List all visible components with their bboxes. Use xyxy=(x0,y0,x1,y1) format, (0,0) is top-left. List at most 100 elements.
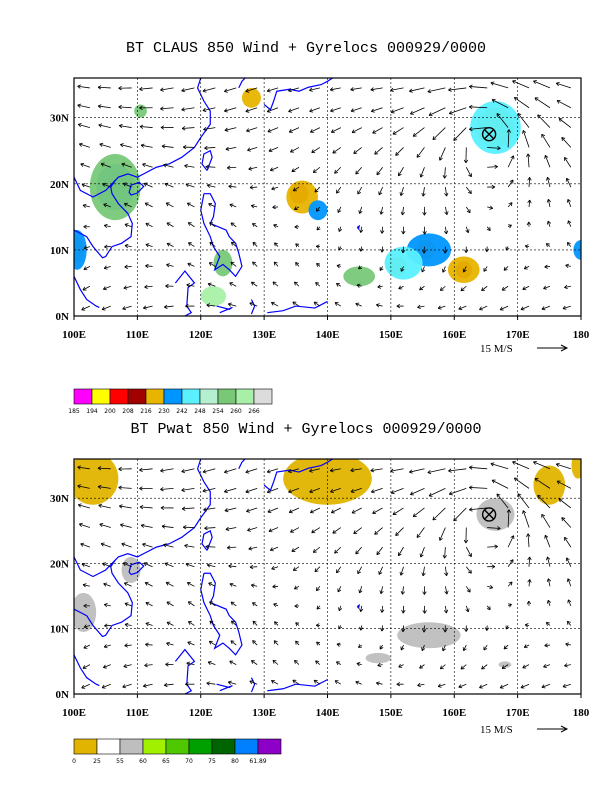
wind-vector xyxy=(246,507,258,513)
wind-vector xyxy=(187,262,195,267)
coastline xyxy=(201,149,213,171)
wind-vector xyxy=(490,462,509,470)
wind-vector xyxy=(421,644,426,651)
wind-vector xyxy=(205,544,216,549)
wind-vector xyxy=(444,187,449,197)
wind-vector xyxy=(208,582,216,587)
wind-vector xyxy=(123,285,132,290)
wind-vector xyxy=(520,305,530,311)
colorbar-swatch xyxy=(142,738,167,755)
wind-vector xyxy=(142,542,153,548)
wind-vector xyxy=(121,162,132,168)
wind-vector xyxy=(564,284,571,290)
wind-vector xyxy=(312,546,321,553)
wind-vector xyxy=(469,507,488,512)
wind-vector xyxy=(188,242,195,247)
colorbar-label: 65 xyxy=(162,758,170,765)
wind-vector xyxy=(182,145,195,150)
wind-vector xyxy=(294,281,300,287)
wind-vector xyxy=(562,683,571,688)
coastline xyxy=(250,677,256,693)
wind-vector xyxy=(82,664,91,669)
wind-vector xyxy=(208,262,216,267)
wind-vector xyxy=(377,284,383,289)
wind-vector xyxy=(350,487,362,494)
wind-vector xyxy=(77,503,90,509)
wind-vector xyxy=(98,123,111,128)
wind-vector xyxy=(537,114,551,128)
wind-vector xyxy=(533,460,551,470)
wind-vector xyxy=(491,479,509,489)
wind-vector xyxy=(145,601,153,607)
wind-vector xyxy=(292,186,300,192)
wind-vector xyxy=(513,96,530,109)
wind-vector xyxy=(163,163,174,168)
wind-vector xyxy=(353,527,362,535)
wind-vector xyxy=(139,86,153,92)
shaded-region xyxy=(74,459,119,505)
wind-vector xyxy=(139,124,153,129)
gyre-center-marker xyxy=(481,507,497,522)
wind-vector xyxy=(295,640,300,646)
colorbar-swatch xyxy=(163,388,183,405)
wind-vector xyxy=(315,244,320,249)
wind-vector xyxy=(225,526,237,532)
colorbar-label: 55 xyxy=(116,758,124,765)
wind-vector xyxy=(486,605,491,611)
wind-vector xyxy=(273,261,279,267)
wind-vector xyxy=(564,157,572,168)
wind-vector xyxy=(77,484,90,489)
colorbar-label: 242 xyxy=(176,408,188,415)
wind-vector xyxy=(503,644,509,650)
x-tick-label: 170E xyxy=(506,329,530,341)
wind-vector xyxy=(312,166,321,173)
wind-vector xyxy=(227,680,237,685)
wind-vector xyxy=(353,147,362,154)
colorbar-swatch xyxy=(234,738,259,755)
wind-vector xyxy=(207,660,216,666)
wind-vector xyxy=(427,468,446,475)
wind-vector xyxy=(187,601,195,607)
wind-vector xyxy=(544,155,551,168)
wind-vector xyxy=(184,163,195,169)
wind-vector xyxy=(496,493,509,509)
wind-vector xyxy=(380,605,385,613)
wind-vector xyxy=(249,680,258,685)
wind-vector xyxy=(103,582,111,587)
wind-vector xyxy=(160,468,174,473)
wind-vector xyxy=(541,683,551,689)
x-tick-label: 140E xyxy=(316,329,340,341)
wind-vector xyxy=(118,504,132,509)
wind-vector xyxy=(356,662,362,667)
wind-vector xyxy=(120,523,132,528)
wind-vector xyxy=(334,680,342,685)
wind-vector xyxy=(379,644,384,650)
wind-vector xyxy=(567,220,572,227)
wind-vector xyxy=(524,623,530,628)
wind-vector xyxy=(250,204,258,209)
wind-vector xyxy=(330,507,341,514)
wind-vector xyxy=(527,556,532,567)
wind-vector xyxy=(527,579,532,587)
chart-title-top: BT CLAUS 850 Wind + Gyrelocs 000929/0000 xyxy=(125,40,487,57)
wind-vector xyxy=(123,202,132,208)
wind-vector xyxy=(499,305,509,311)
colorbar-label: 208 xyxy=(122,408,134,415)
wind-vector xyxy=(350,107,362,113)
wind-vector xyxy=(97,104,111,109)
wind-vector xyxy=(395,527,404,536)
wind-vector xyxy=(252,602,258,607)
wind-vector xyxy=(358,644,362,648)
wind-vector xyxy=(527,199,532,207)
wind-vector xyxy=(288,468,300,474)
wind-vector xyxy=(399,186,404,196)
wind-vector xyxy=(97,484,111,490)
wind-vector xyxy=(101,683,111,689)
wind-vector xyxy=(357,566,363,575)
wind-vector xyxy=(512,79,530,89)
wind-vector xyxy=(166,242,174,247)
wind-vector xyxy=(120,143,132,148)
colorbar-label: 25 xyxy=(93,758,101,765)
wind-vector xyxy=(378,186,384,196)
wind-vector xyxy=(228,564,237,569)
